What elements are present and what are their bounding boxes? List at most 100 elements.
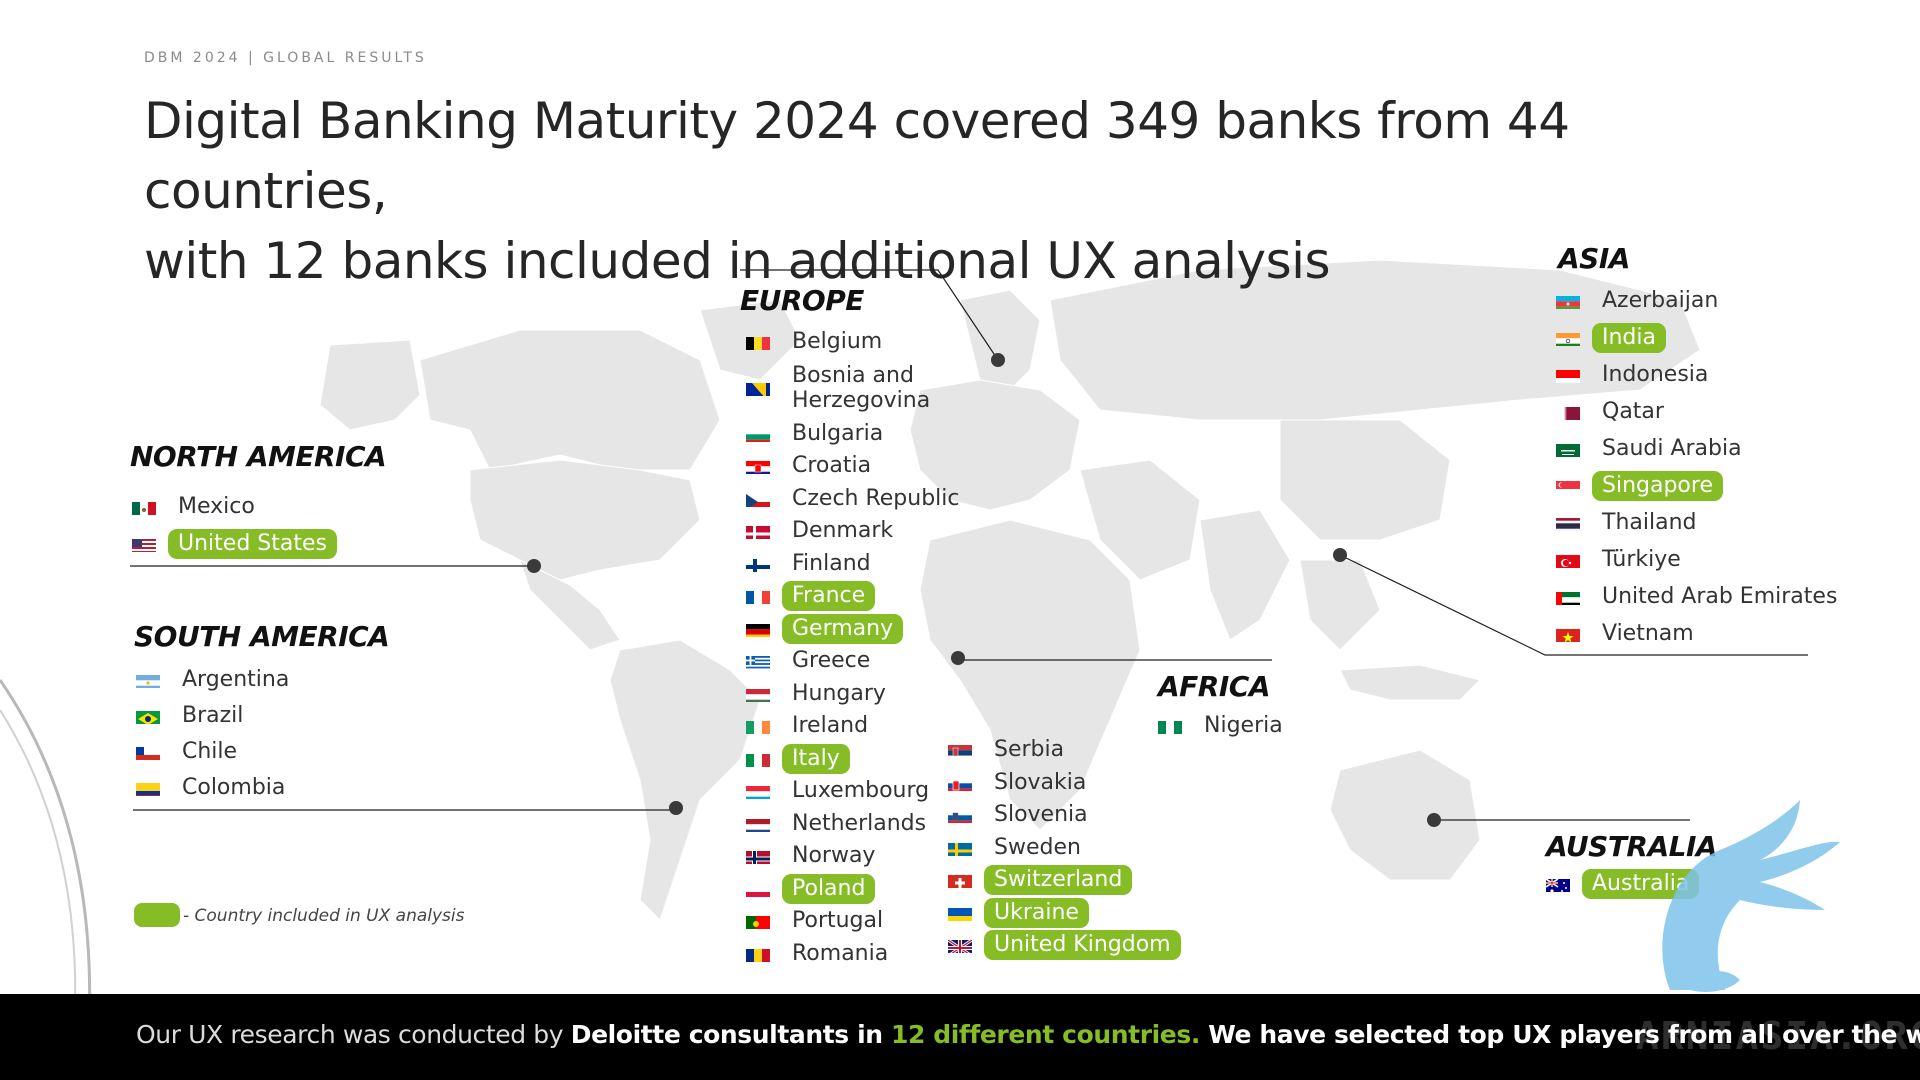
footer-text: Our UX research was conducted by Deloitt… bbox=[136, 1020, 1920, 1049]
country-name: Thailand bbox=[1602, 509, 1697, 535]
brazil-flag-icon bbox=[136, 708, 160, 724]
country-name: Denmark bbox=[792, 518, 894, 544]
country-name: Mexico bbox=[178, 493, 255, 519]
country-item: Nigeria bbox=[1158, 710, 1293, 742]
map-land-south-america bbox=[609, 639, 761, 921]
country-item: Qatar bbox=[1556, 393, 1847, 430]
greece-flag-icon bbox=[746, 653, 770, 670]
qatar-flag-icon bbox=[1556, 404, 1580, 420]
country-name: Türkiye bbox=[1602, 546, 1681, 572]
country-item: Mexico bbox=[132, 488, 337, 525]
country-item: Singapore bbox=[1556, 467, 1847, 504]
india-flag-icon bbox=[1556, 330, 1580, 346]
map-land-scandinavia bbox=[959, 289, 1041, 401]
country-name: Norway bbox=[792, 843, 876, 869]
country-name: Argentina bbox=[182, 667, 290, 692]
saudi-flag-icon bbox=[1556, 441, 1580, 457]
legend-text: - Country included in UX analysis bbox=[183, 906, 465, 926]
country-name: Poland bbox=[782, 873, 876, 904]
slovenia-flag-icon bbox=[948, 807, 972, 824]
country-name: United Kingdom bbox=[984, 930, 1181, 961]
czech-flag-icon bbox=[746, 491, 770, 507]
country-item: United Kingdom bbox=[948, 929, 1181, 962]
country-name: Switzerland bbox=[984, 865, 1133, 896]
country-list-europe-col2: Serbia Slovakia Slovenia Sweden Switzerland U… bbox=[948, 734, 1181, 962]
sweden-flag-icon bbox=[948, 840, 972, 856]
country-item: India bbox=[1556, 319, 1847, 356]
country-name: Chile bbox=[182, 739, 238, 764]
watermark-bird-logo bbox=[1662, 800, 1840, 992]
country-name: Brazil bbox=[182, 703, 244, 728]
ireland-flag-icon bbox=[746, 718, 770, 735]
country-name: United States bbox=[168, 528, 337, 559]
serbia-flag-icon bbox=[948, 742, 972, 759]
country-name: France bbox=[782, 581, 876, 612]
map-land-mexico bbox=[519, 559, 621, 651]
footer-text-part2: Deloitte consultants in bbox=[570, 1020, 891, 1049]
finland-flag-icon bbox=[746, 556, 770, 572]
indonesia-flag-icon bbox=[1556, 367, 1580, 383]
region-title-north-america: NORTH AMERICA bbox=[130, 440, 387, 473]
map-land-southeast-asia bbox=[1299, 559, 1381, 651]
country-name: Czech Republic bbox=[792, 485, 960, 511]
ukraine-flag-icon bbox=[948, 905, 972, 921]
country-name: Croatia bbox=[792, 453, 872, 479]
country-item: Belgium bbox=[746, 326, 972, 359]
country-item: Denmark bbox=[746, 515, 972, 548]
map-land-china bbox=[1279, 419, 1451, 541]
country-name: Italy bbox=[782, 743, 850, 774]
page-title-line-2: with 12 banks included in additional UX … bbox=[144, 232, 1331, 290]
france-flag-icon bbox=[746, 588, 770, 605]
country-item: Chile bbox=[136, 734, 299, 770]
watermark-text: ARNIASIA.ORG bbox=[1636, 1014, 1920, 1058]
country-name: Singapore bbox=[1592, 470, 1723, 501]
map-land-alaska bbox=[319, 339, 421, 431]
pin-asia bbox=[1333, 548, 1347, 562]
country-list-europe-col1: Belgium Bosnia and Herzegovina Bulgaria Cro… bbox=[746, 326, 972, 970]
map-land-europe bbox=[909, 379, 1081, 511]
country-name: Germany bbox=[782, 613, 904, 644]
country-name: Portugal bbox=[792, 908, 884, 934]
map-land-canada bbox=[419, 329, 721, 471]
region-title-africa: AFRICA bbox=[1158, 670, 1271, 703]
country-item: Luxembourg bbox=[746, 775, 972, 808]
country-item: Hungary bbox=[746, 678, 972, 711]
country-item: Croatia bbox=[746, 450, 972, 483]
country-name: Azerbaijan bbox=[1602, 287, 1719, 313]
page-title-line-1: Digital Banking Maturity 2024 covered 34… bbox=[144, 92, 1570, 220]
map-land-africa bbox=[919, 519, 1141, 831]
netherlands-flag-icon bbox=[746, 816, 770, 832]
slovakia-flag-icon bbox=[948, 775, 972, 791]
map-land-indonesia bbox=[1339, 664, 1481, 701]
bosnia-flag-icon bbox=[746, 380, 770, 396]
country-item: Serbia bbox=[948, 734, 1181, 767]
country-name: Colombia bbox=[182, 775, 286, 800]
page-title: Digital Banking Maturity 2024 covered 34… bbox=[144, 86, 1704, 296]
uae-flag-icon bbox=[1556, 589, 1580, 605]
map-land-india bbox=[1199, 509, 1291, 641]
country-item: Thailand bbox=[1556, 504, 1847, 541]
uk-flag-icon bbox=[948, 937, 972, 954]
italy-flag-icon bbox=[746, 751, 770, 767]
country-item: Portugal bbox=[746, 905, 972, 938]
country-item: Italy bbox=[746, 743, 972, 776]
country-item: Norway bbox=[746, 840, 972, 873]
chile-flag-icon bbox=[136, 744, 160, 760]
country-name: Slovenia bbox=[994, 802, 1088, 828]
country-item: Bosnia and Herzegovina bbox=[746, 359, 972, 418]
country-item: Vietnam bbox=[1556, 615, 1847, 652]
country-name: Indonesia bbox=[1602, 361, 1709, 387]
country-name: India bbox=[1592, 322, 1666, 353]
hungary-flag-icon bbox=[746, 686, 770, 702]
page-kicker: DBM 2024 | GLOBAL RESULTS bbox=[144, 50, 427, 66]
footer-text-highlight: 12 different countries. bbox=[890, 1020, 1200, 1049]
thailand-flag-icon bbox=[1556, 515, 1580, 531]
country-name: Ireland bbox=[792, 713, 869, 739]
country-list-north-america: Mexico United States bbox=[132, 488, 337, 562]
mexico-flag-icon bbox=[132, 499, 156, 515]
country-name: Serbia bbox=[994, 737, 1065, 763]
pin-africa bbox=[951, 651, 965, 665]
country-item: Greece bbox=[746, 645, 972, 678]
country-item: Azerbaijan bbox=[1556, 282, 1847, 319]
